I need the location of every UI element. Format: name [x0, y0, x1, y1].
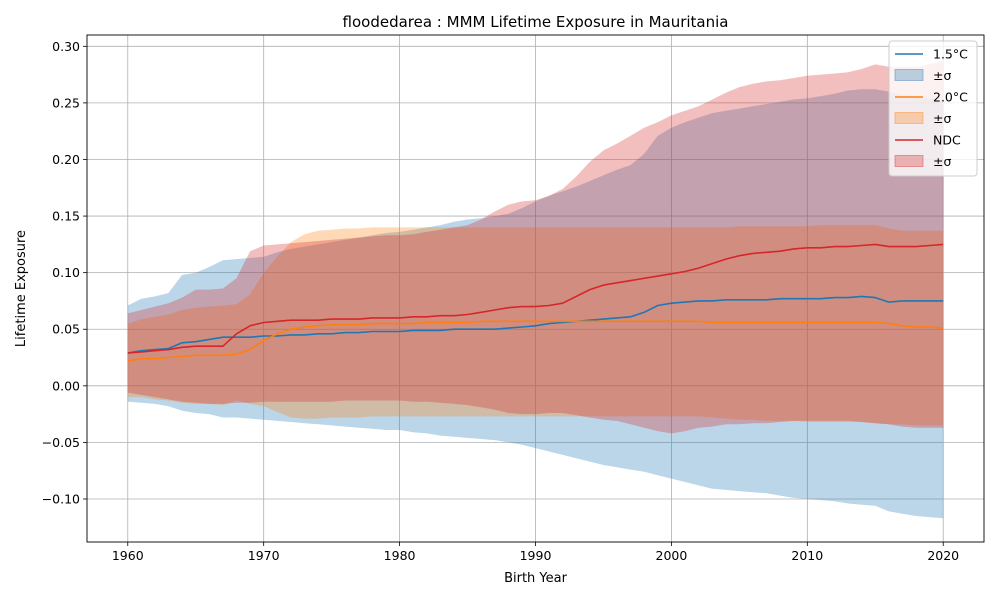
- legend-label: 1.5°C: [933, 47, 968, 62]
- x-tick-label: 2020: [927, 548, 959, 563]
- band-NDC: [127, 59, 944, 434]
- x-tick-label: 1960: [112, 548, 144, 563]
- x-axis: 1960 1970 1980 1990 2000 2010 2020: [112, 542, 959, 563]
- y-tick-label: −0.10: [42, 491, 80, 506]
- legend-band-swatch: [894, 112, 924, 124]
- y-axis-label: Lifetime Exposure: [14, 230, 29, 347]
- x-tick-label: 1980: [384, 548, 416, 563]
- line-2.0°C: [127, 320, 944, 362]
- legend-band-label: ±σ: [933, 154, 951, 169]
- x-tick-label: 1990: [520, 548, 552, 563]
- series-lines: [127, 243, 944, 362]
- y-axis: −0.10 −0.05 0.00 0.05 0.10 0.15 0.20 0.25 0.30: [42, 39, 87, 506]
- legend-band-swatch: [894, 155, 924, 167]
- line-NDC: [127, 243, 944, 354]
- chart-title: floodedarea : MMM Lifetime Exposure in M…: [343, 13, 729, 31]
- y-tick-label: 0.10: [52, 265, 80, 280]
- grid: [87, 35, 984, 542]
- y-tick-label: −0.05: [42, 435, 80, 450]
- y-tick-label: 0.25: [52, 95, 80, 110]
- legend-band-label: ±σ: [933, 68, 951, 83]
- legend-band-swatch: [894, 69, 924, 81]
- legend-box: [888, 40, 978, 177]
- x-tick-label: 1970: [248, 548, 280, 563]
- y-tick-label: 0.20: [52, 152, 80, 167]
- legend: 1.5°C ±σ 2.0°C ±σ NDC ±σ: [888, 40, 978, 177]
- legend-label: NDC: [933, 133, 961, 148]
- x-tick-label: 2000: [656, 548, 688, 563]
- line-1.5°C: [127, 295, 944, 354]
- legend-band-label: ±σ: [933, 111, 951, 126]
- y-tick-label: 0.15: [52, 209, 80, 224]
- legend-label: 2.0°C: [933, 90, 968, 105]
- y-tick-label: 0.00: [52, 378, 80, 393]
- y-tick-label: 0.30: [52, 39, 80, 54]
- band-1.5°C: [127, 89, 944, 519]
- y-tick-label: 0.05: [52, 322, 80, 337]
- x-tick-label: 2010: [791, 548, 823, 563]
- x-axis-label: Birth Year: [504, 571, 568, 586]
